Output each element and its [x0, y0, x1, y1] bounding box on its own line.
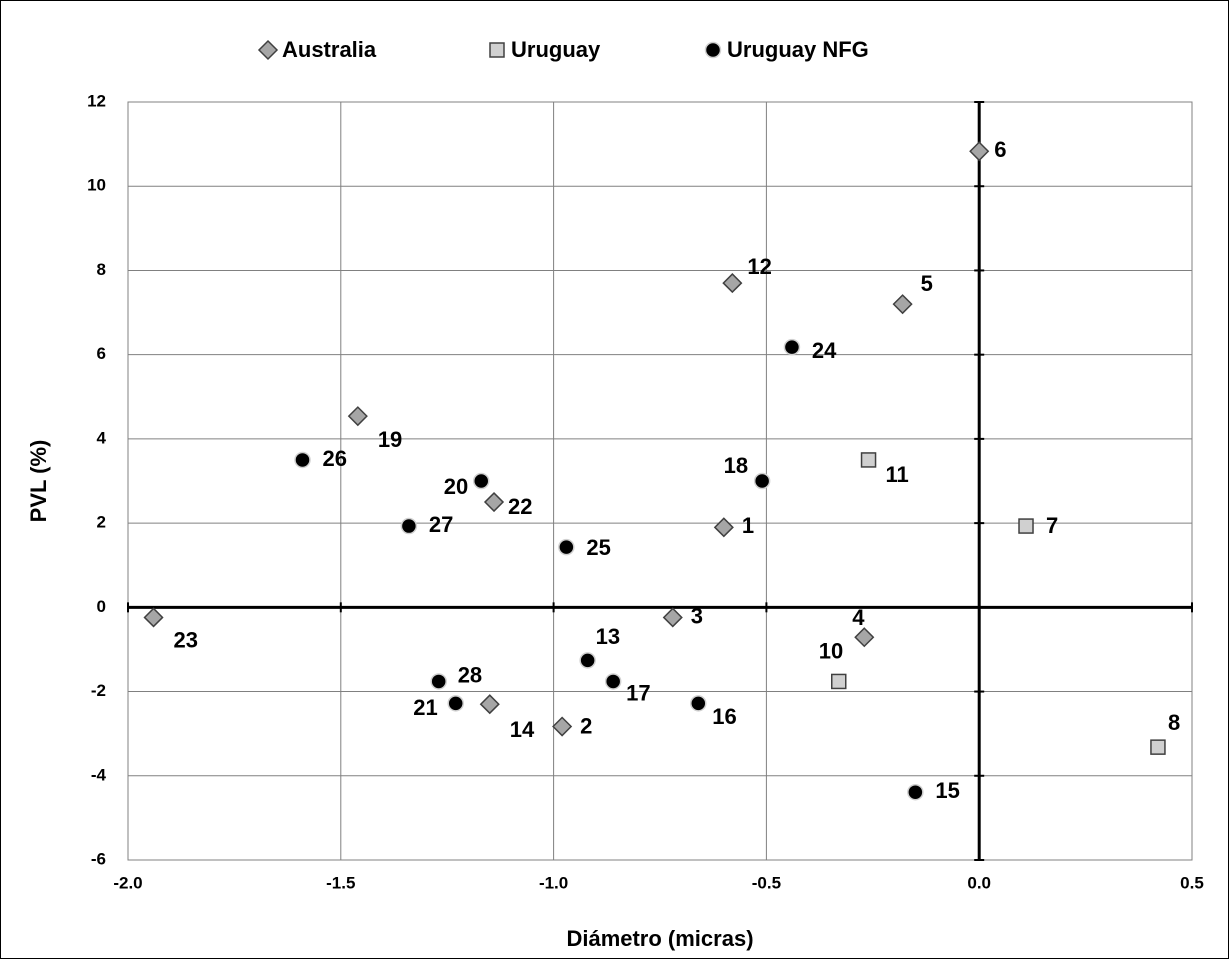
point: [662, 607, 683, 628]
point-label: 15: [935, 778, 959, 803]
point: [783, 338, 801, 356]
point: [294, 451, 311, 469]
point: [604, 673, 622, 690]
point-label: 3: [691, 603, 703, 628]
point-label: 16: [712, 704, 736, 729]
y-axis-title: PVL (%): [26, 440, 51, 523]
point: [713, 517, 734, 538]
legend-label: Australia: [282, 37, 377, 62]
x-tick-label: -1.5: [326, 873, 355, 892]
point: [472, 472, 490, 490]
point: [447, 695, 464, 712]
legend-label: Uruguay NFG: [727, 37, 869, 62]
point: [969, 141, 990, 162]
legend-label: Uruguay: [511, 37, 601, 62]
point-label: 25: [586, 535, 610, 560]
point-label: 13: [596, 624, 620, 649]
point: [1018, 518, 1034, 534]
y-tick-label: 6: [97, 344, 106, 363]
point-label: 19: [378, 427, 402, 452]
x-axis-title: Diámetro (micras): [566, 926, 753, 951]
y-tick-label: -6: [91, 849, 106, 868]
point: [860, 452, 877, 468]
point: [753, 472, 771, 490]
point-label: 27: [429, 512, 453, 537]
point: [552, 716, 573, 737]
point: [892, 294, 913, 315]
point-label: 11: [886, 462, 909, 487]
point-label: 2: [580, 713, 592, 738]
point-label: 6: [994, 137, 1006, 162]
point: [143, 607, 164, 628]
point: [347, 406, 368, 427]
x-tick-label: 0.5: [1180, 873, 1204, 892]
y-tick-label: 12: [87, 91, 106, 110]
y-tick-label: 0: [97, 597, 106, 616]
point: [479, 694, 500, 715]
x-tick-label: -0.5: [752, 873, 781, 892]
point-label: 10: [819, 638, 843, 663]
point-label: 23: [174, 627, 198, 652]
y-tick-label: 2: [97, 513, 106, 532]
y-tick-label: 4: [97, 428, 107, 447]
point: [483, 491, 505, 513]
point-label: 4: [852, 605, 865, 630]
point: [579, 652, 596, 669]
legend-marker: [489, 42, 505, 58]
legend-marker: [704, 41, 722, 59]
point: [400, 517, 418, 535]
point: [907, 783, 924, 801]
point: [690, 695, 707, 712]
point-label: 18: [724, 453, 748, 478]
point-label: 8: [1168, 710, 1180, 735]
point: [430, 673, 447, 690]
y-tick-label: -4: [91, 765, 107, 784]
point-label: 26: [322, 446, 346, 471]
y-tick-label: 8: [97, 260, 106, 279]
point-label: 20: [444, 474, 468, 499]
y-tick-label: 10: [87, 176, 106, 195]
point: [722, 273, 743, 294]
point: [831, 673, 847, 690]
legend-marker: [257, 39, 279, 61]
point-label: 28: [458, 662, 482, 687]
point-label: 12: [747, 254, 771, 279]
y-tick-label: -2: [91, 681, 106, 700]
point: [1150, 739, 1166, 755]
plot-area: [127, 101, 1193, 861]
point: [854, 627, 875, 648]
point-label: 5: [921, 271, 933, 296]
point-label: 21: [413, 695, 437, 720]
x-tick-label: -1.0: [539, 873, 568, 892]
point-label: 17: [626, 680, 650, 705]
x-tick-label: 0.0: [967, 873, 991, 892]
point: [558, 538, 575, 556]
x-tick-label: -2.0: [113, 873, 142, 892]
point-label: 22: [508, 494, 532, 519]
point-label: 24: [812, 338, 837, 363]
point-label: 7: [1046, 513, 1058, 538]
point-label: 1: [742, 513, 754, 538]
point-label: 14: [510, 717, 535, 742]
